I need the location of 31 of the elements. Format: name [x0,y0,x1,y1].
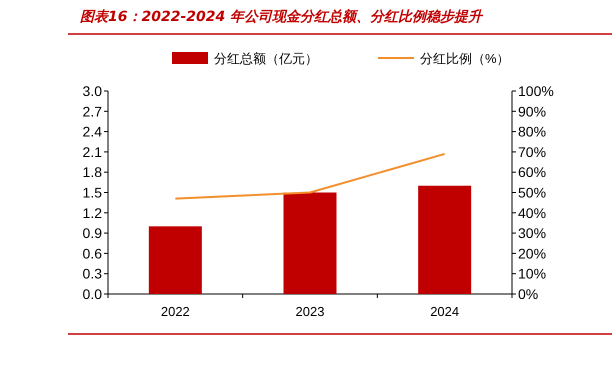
bar [148,226,202,294]
y-tick-label: 1.8 [82,164,102,180]
y2-tick-label: 0% [518,286,538,302]
y2-tick-label: 40% [518,204,546,221]
y-tick-label: 1.5 [82,184,102,200]
x-tick-label: 2022 [160,304,190,319]
y-tick-label: 0.3 [82,266,102,282]
y-tick-label: 3.0 [82,83,102,99]
y-tick-label: 1.2 [82,204,102,221]
y2-tick-label: 100% [518,83,554,99]
y-tick-label: 0.6 [82,245,102,262]
chart-title: 图表16：2022-2024 年公司现金分红总额、分红比例稳步提升 [80,8,484,25]
legend-label: 分红总额（亿元） [214,51,318,66]
y2-tick-label: 90% [518,103,546,120]
y-tick-label: 2.7 [82,103,102,120]
y-tick-label: 0.0 [82,286,102,302]
legend-label: 分红比例（%） [420,51,510,66]
x-tick-label: 2023 [296,304,324,319]
y2-tick-label: 60% [518,164,546,180]
x-tick-label: 2024 [430,304,460,319]
y2-tick-label: 10% [518,266,546,282]
y2-tick-label: 80% [518,124,546,140]
y-tick-label: 2.1 [82,144,102,160]
y2-tick-label: 20% [518,245,546,262]
bar [284,192,336,294]
y2-tick-label: 50% [518,184,546,200]
y-tick-label: 2.4 [82,124,102,140]
y2-tick-label: 30% [518,225,546,242]
y2-tick-label: 70% [518,144,546,160]
bar [418,186,472,294]
y-tick-label: 0.9 [82,225,102,242]
